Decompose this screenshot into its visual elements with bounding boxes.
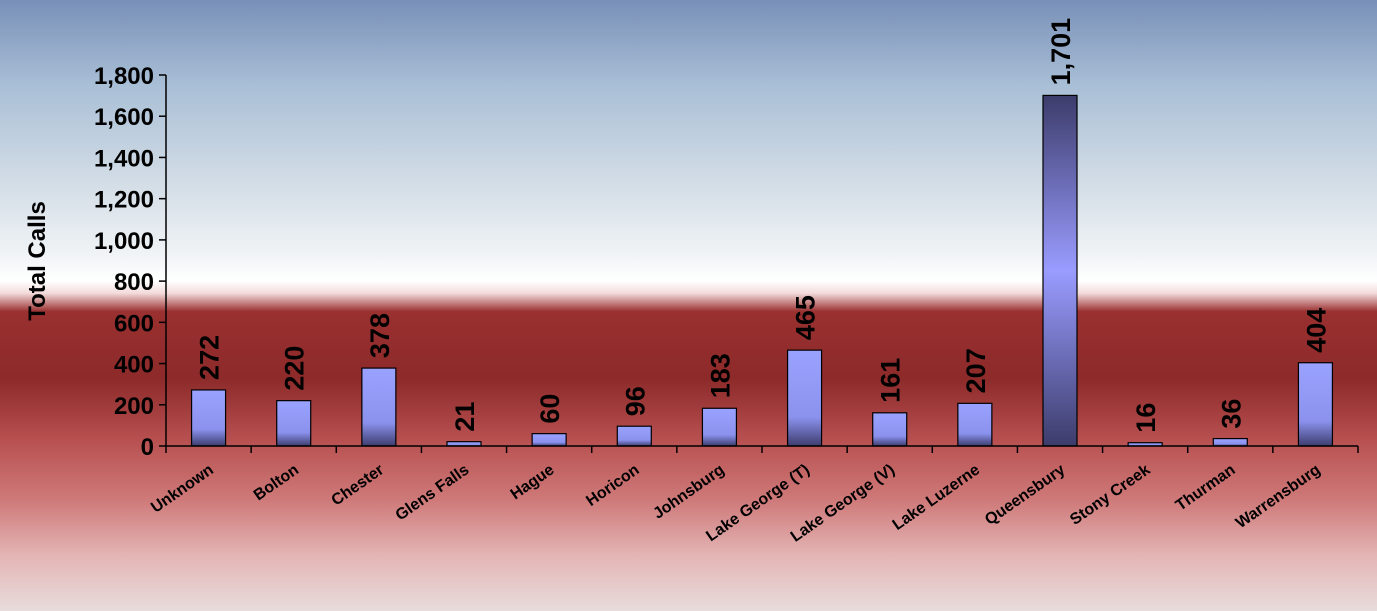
axes [165,75,1358,447]
bar-queensbury [1042,94,1078,447]
x-tick-label: Unknown [148,461,217,516]
value-label: 207 [961,348,991,393]
value-label: 96 [620,386,650,416]
y-tick-label: 1,600 [94,104,154,131]
y-tick-label: 400 [114,352,154,379]
value-labels: 272 220 378 21 60 96 183 465 161 207 1,701 16 36 404 [195,18,1332,433]
bar-lake-george-v [872,412,908,447]
bar-chester [361,367,397,447]
y-tick-label: 1,800 [94,63,154,90]
y-tick-label: 1,400 [94,145,154,172]
x-tick-label: Lake Luzerne [890,461,984,534]
x-tick-label: Queensbury [982,461,1068,529]
value-label: 21 [450,402,480,432]
bar-horicon [616,425,652,447]
bar-bolton [276,400,312,447]
x-tick-label: Glens Falls [393,461,473,524]
x-tick-label: Warrensburg [1233,461,1324,532]
y-tick-label: 800 [114,269,154,296]
x-tick-label: Hague [508,461,558,503]
x-tick-label: Thurman [1173,461,1239,514]
y-tick-label: 1,200 [94,187,154,214]
bar-johnsburg [701,407,738,447]
bar-unknown [190,389,227,447]
x-tick-label: Bolton [251,461,302,504]
y-tick-label: 1,000 [94,228,154,255]
x-tick-label: Stony Creek [1067,461,1153,529]
y-tick-label: 200 [114,393,154,420]
value-label: 60 [535,394,565,424]
value-label: 378 [365,313,395,358]
x-tick-label: Chester [329,461,388,509]
value-label: 465 [791,295,821,340]
y-axis-ticks: 0 200 400 600 800 1,000 1,200 1,400 1,600 1,800 [94,63,166,461]
value-label: 183 [705,353,735,398]
bar-thurman [1212,437,1248,447]
value-label: 36 [1216,399,1246,429]
value-label: 404 [1301,308,1331,353]
bar-hague [531,433,567,447]
value-label: 16 [1131,403,1161,433]
bar-lake-george-t [786,349,823,447]
value-label: 220 [280,346,310,391]
x-tick-label: Horicon [583,461,642,510]
bar-warrensburg [1297,362,1334,447]
value-label: 272 [195,335,225,380]
y-axis-label: Total Calls [24,201,51,321]
x-tick-label: Johnsburg [650,461,727,522]
x-axis-ticks: Unknown Bolton Chester Glens Falls Hague Hori… [148,446,1359,546]
bar-lake-luzerne [957,402,993,447]
bars [190,94,1334,447]
value-label: 1,701 [1046,18,1076,86]
y-tick-label: 600 [114,310,154,337]
value-label: 161 [876,358,906,403]
y-tick-label: 0 [141,434,154,461]
